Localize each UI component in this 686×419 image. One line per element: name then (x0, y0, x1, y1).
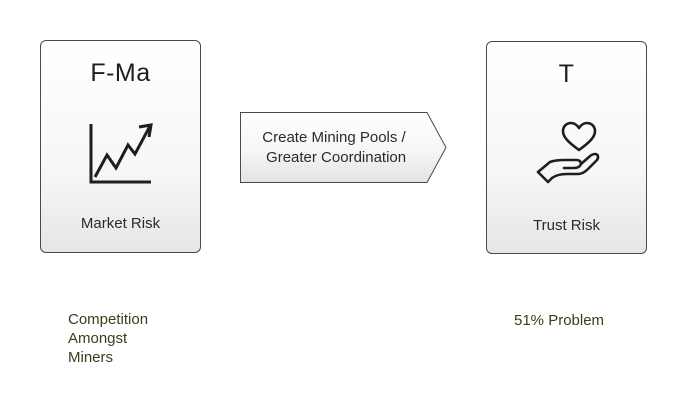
card-title: T (558, 60, 575, 88)
process-arrow (240, 112, 447, 183)
rising-chart-icon (89, 123, 153, 184)
arrow-label: Create Mining Pools / Greater Coordinati… (244, 128, 424, 168)
market-risk-card: F-Ma Market Risk (40, 40, 201, 253)
caption-line: Competition (68, 311, 149, 328)
card-label: Market Risk (80, 215, 161, 232)
trust-risk-card: T Trust Risk (486, 41, 647, 254)
caption-line: Amongst (68, 330, 128, 347)
card-title: F-Ma (90, 59, 151, 87)
right-caption: 51% Problem (514, 312, 605, 329)
heart-in-hand-icon (536, 121, 600, 184)
arrow-label-line: Greater Coordination (261, 149, 407, 166)
arrow-label-line: Create Mining Pools / (262, 129, 406, 146)
left-caption: Competition Amongst Miners (68, 310, 148, 367)
card-label: Trust Risk (533, 217, 600, 234)
caption-line: Miners (68, 349, 114, 366)
